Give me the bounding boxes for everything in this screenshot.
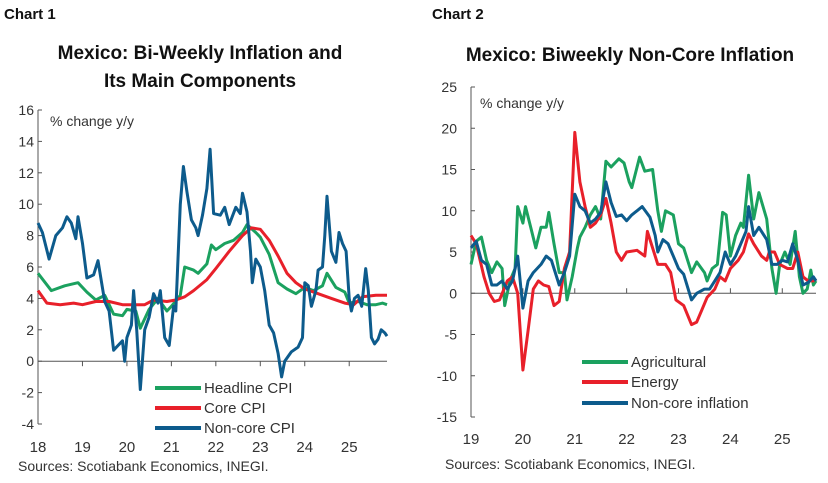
chart-1-y-tick-label: 2 [26, 322, 34, 338]
chart-2-series-line-energy [469, 130, 818, 372]
chart-1-y-axis-label: % change y/y [50, 113, 134, 129]
chart-1-series-line-core-cpi [36, 226, 387, 307]
chart-1-legend-label: Core CPI [204, 400, 266, 417]
chart-2-y-tick-label: 5 [449, 244, 457, 260]
chart-1-x-tick-label: 23 [252, 439, 269, 456]
chart-2-x-tick-label: 24 [722, 431, 739, 448]
chart-2-y-tick-label: -5 [445, 327, 458, 343]
chart-1-x-tick-label: 22 [207, 439, 224, 456]
chart-1-x-tick-label: 19 [74, 439, 91, 456]
chart-2-title-line-1: Mexico: Biweekly Non-Core Inflation [465, 45, 795, 66]
chart-1-title-line-1: Mexico: Bi-Weekly Inflation and [57, 43, 343, 64]
chart-2-y-tick-label: 15 [441, 162, 457, 178]
chart-1-y-tick-label: -4 [22, 416, 35, 432]
chart-2-legend-label: Non-core inflation [631, 395, 749, 412]
chart-2-legend-label: Agricultural [631, 354, 706, 371]
chart-1-label: Chart 1 [4, 6, 56, 23]
chart-1-x-tick-label: 20 [119, 439, 136, 456]
chart-1-x-tick-label: 25 [341, 439, 358, 456]
chart-2-x-tick-label: 20 [515, 431, 532, 448]
chart-1-title-line-2: Its Main Components [103, 71, 297, 92]
chart-2-title: Mexico: Biweekly Non-Core Inflation [430, 42, 828, 70]
chart-1-title: Mexico: Bi-Weekly Inflation and Its Main… [0, 40, 400, 96]
chart-2-y-tick-label: 20 [441, 120, 457, 136]
chart-2-y-tick-label: 10 [441, 203, 457, 219]
chart-1-x-tick-label: 21 [163, 439, 180, 456]
chart-2-y-tick-label: -15 [437, 409, 457, 425]
chart-2-series-line-non-core-inflation [469, 180, 818, 310]
chart-1-legend-label: Non-core CPI [204, 420, 295, 437]
chart-1-y-tick-label: 4 [26, 290, 34, 306]
chart-1-y-tick-label: 14 [18, 133, 34, 149]
chart-1-x-tick-label: 18 [30, 439, 47, 456]
chart-2-x-tick-label: 25 [774, 431, 791, 448]
chart-2-legend-label: Energy [631, 374, 679, 391]
chart-2-y-tick-label: 0 [449, 285, 457, 301]
chart-2-x-tick-label: 22 [618, 431, 635, 448]
chart-1-y-tick-label: -2 [22, 385, 35, 401]
chart-1-series-line-headline-cpi [36, 223, 388, 330]
chart-2-y-axis-label: % change y/y [480, 95, 564, 111]
chart-1-y-tick-label: 8 [26, 228, 34, 244]
chart-2-series-line-agricultural [469, 155, 818, 308]
chart-2-label: Chart 2 [432, 6, 484, 23]
chart-1-y-tick-label: 0 [26, 353, 34, 369]
chart-1-y-tick-label: 10 [18, 196, 34, 212]
chart-1-y-tick-label: 12 [18, 165, 34, 181]
chart-1-x-tick-label: 24 [296, 439, 313, 456]
chart-1-y-tick-label: 16 [18, 102, 34, 118]
chart-2-y-tick-label: -10 [437, 368, 457, 384]
chart-1-y-tick-label: 6 [26, 259, 34, 275]
chart-1-legend-label: Headline CPI [204, 380, 292, 397]
chart-2-y-tick-label: 25 [441, 79, 457, 95]
chart-2-x-tick-label: 21 [566, 431, 583, 448]
chart-2-x-tick-label: 23 [670, 431, 687, 448]
chart-2-x-tick-label: 19 [463, 431, 480, 448]
chart-1-source-note: Sources: Scotiabank Economics, INEGI. [18, 458, 269, 474]
chart-2-source-note: Sources: Scotiabank Economics, INEGI. [445, 456, 696, 472]
chart-1-series-line-non-core-cpi [36, 147, 389, 391]
